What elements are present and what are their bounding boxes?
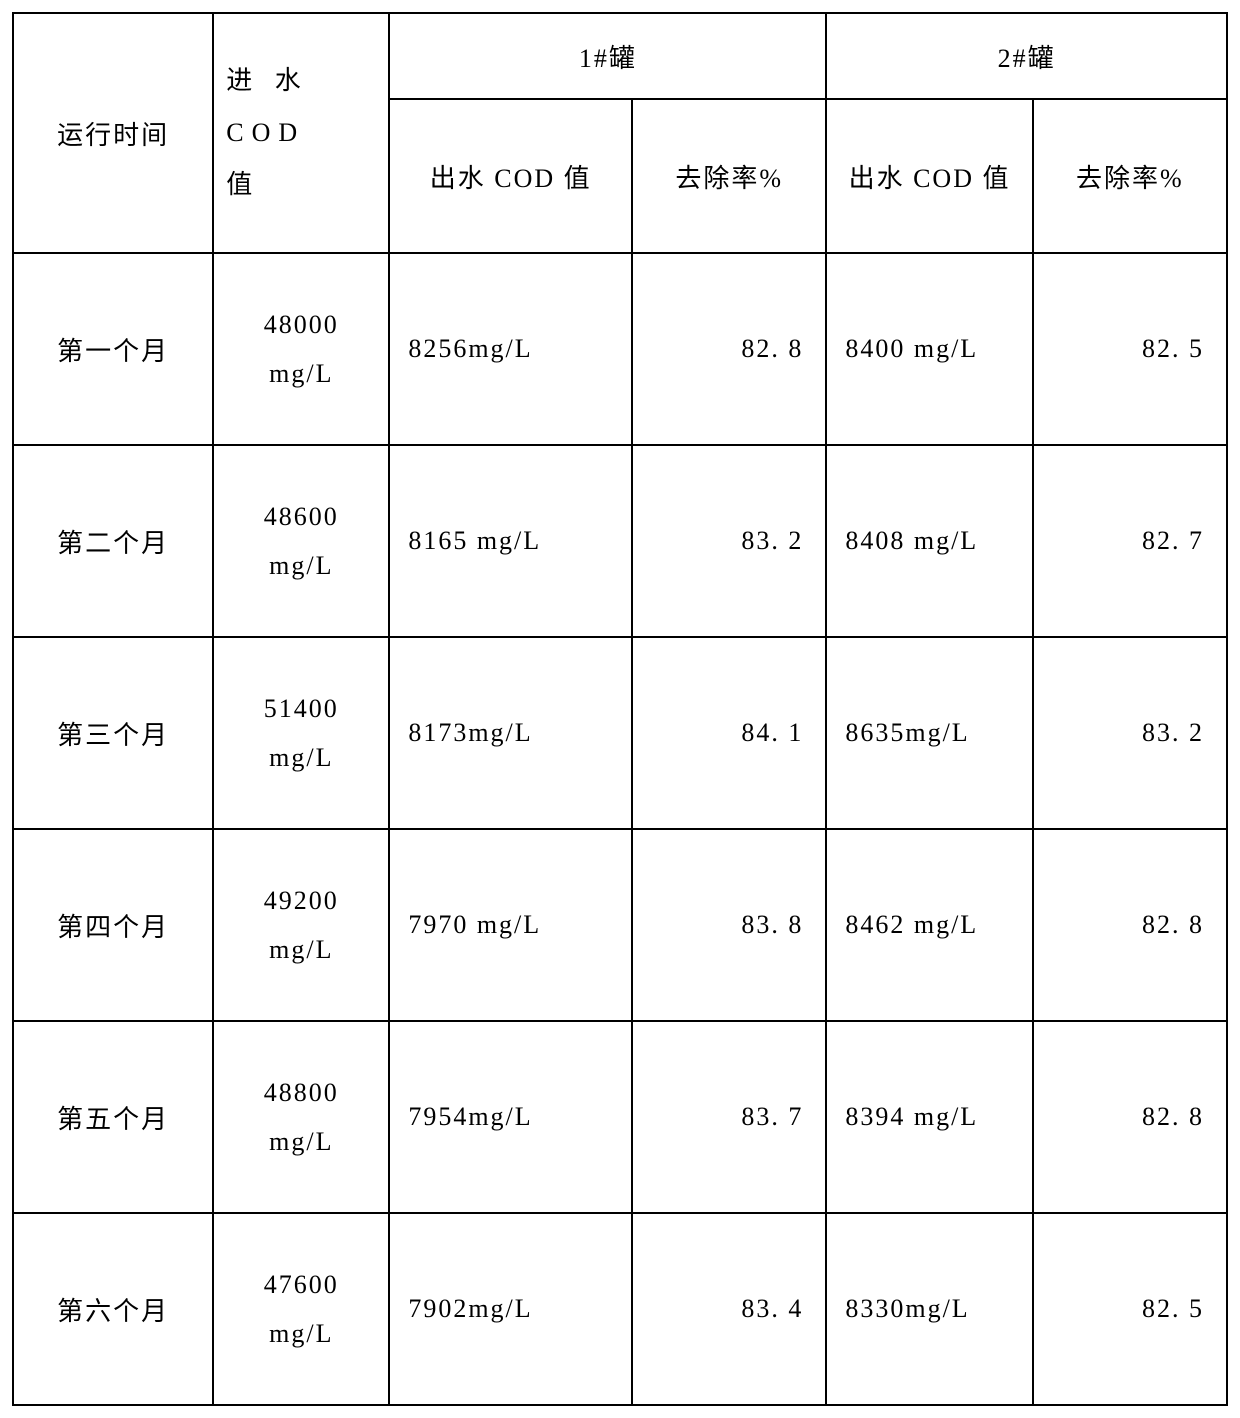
- header-tank1-rate: 去除率%: [632, 99, 826, 253]
- cell-tank1-out: 8165 mg/L: [389, 445, 632, 637]
- cod-data-table: 运行时间 进 水 COD 值 1#罐 2#罐 出水 COD 值 去除率% 出水 …: [12, 12, 1228, 1406]
- cell-inlet: 48800 mg/L: [213, 1021, 389, 1213]
- cell-tank1-out: 7970 mg/L: [389, 829, 632, 1021]
- inlet-value: 48000: [264, 310, 339, 339]
- inlet-unit: mg/L: [269, 935, 333, 964]
- cell-tank1-rate: 82. 8: [632, 253, 826, 445]
- cell-tank1-rate: 83. 2: [632, 445, 826, 637]
- cell-time: 第六个月: [13, 1213, 213, 1405]
- cell-tank2-rate: 82. 7: [1033, 445, 1227, 637]
- cell-tank2-out: 8400 mg/L: [826, 253, 1032, 445]
- cell-tank2-rate: 82. 5: [1033, 1213, 1227, 1405]
- cell-tank1-rate: 83. 8: [632, 829, 826, 1021]
- table-row: 第三个月 51400 mg/L 8173mg/L 84. 1 8635mg/L …: [13, 637, 1227, 829]
- cell-tank2-rate: 82. 5: [1033, 253, 1227, 445]
- cell-inlet: 49200 mg/L: [213, 829, 389, 1021]
- cell-time: 第五个月: [13, 1021, 213, 1213]
- inlet-value: 48800: [264, 1078, 339, 1107]
- inlet-value: 48600: [264, 502, 339, 531]
- inlet-unit: mg/L: [269, 551, 333, 580]
- cell-inlet: 48600 mg/L: [213, 445, 389, 637]
- inlet-value: 47600: [264, 1270, 339, 1299]
- cell-tank2-out: 8394 mg/L: [826, 1021, 1032, 1213]
- inlet-unit: mg/L: [269, 1127, 333, 1156]
- inlet-unit: mg/L: [269, 1319, 333, 1348]
- table-row: 第二个月 48600 mg/L 8165 mg/L 83. 2 8408 mg/…: [13, 445, 1227, 637]
- header-tank2-outlet: 出水 COD 值: [826, 99, 1032, 253]
- cell-tank1-out: 7954mg/L: [389, 1021, 632, 1213]
- cell-time: 第三个月: [13, 637, 213, 829]
- table-body: 第一个月 48000 mg/L 8256mg/L 82. 8 8400 mg/L…: [13, 253, 1227, 1405]
- table-row: 第一个月 48000 mg/L 8256mg/L 82. 8 8400 mg/L…: [13, 253, 1227, 445]
- header-inlet-line2: 值: [226, 170, 254, 199]
- header-tank1-outlet: 出水 COD 值: [389, 99, 632, 253]
- cell-tank1-out: 8173mg/L: [389, 637, 632, 829]
- table-row: 第五个月 48800 mg/L 7954mg/L 83. 7 8394 mg/L…: [13, 1021, 1227, 1213]
- cell-tank1-out: 7902mg/L: [389, 1213, 632, 1405]
- header-tank1-group: 1#罐: [389, 13, 826, 99]
- cell-tank1-rate: 83. 7: [632, 1021, 826, 1213]
- cell-time: 第二个月: [13, 445, 213, 637]
- cell-tank2-out: 8408 mg/L: [826, 445, 1032, 637]
- inlet-value: 51400: [264, 694, 339, 723]
- header-time: 运行时间: [13, 13, 213, 253]
- cell-inlet: 47600 mg/L: [213, 1213, 389, 1405]
- inlet-unit: mg/L: [269, 743, 333, 772]
- cell-tank2-out: 8635mg/L: [826, 637, 1032, 829]
- cell-tank2-rate: 83. 2: [1033, 637, 1227, 829]
- cell-time: 第四个月: [13, 829, 213, 1021]
- cell-time: 第一个月: [13, 253, 213, 445]
- cell-tank2-rate: 82. 8: [1033, 1021, 1227, 1213]
- cell-tank2-out: 8330mg/L: [826, 1213, 1032, 1405]
- cell-tank1-rate: 83. 4: [632, 1213, 826, 1405]
- inlet-unit: mg/L: [269, 359, 333, 388]
- header-tank2-group: 2#罐: [826, 13, 1227, 99]
- header-inlet-cod: 进 水 COD 值: [213, 13, 389, 253]
- inlet-value: 49200: [264, 886, 339, 915]
- header-tank2-rate: 去除率%: [1033, 99, 1227, 253]
- cell-tank2-out: 8462 mg/L: [826, 829, 1032, 1021]
- table-row: 第四个月 49200 mg/L 7970 mg/L 83. 8 8462 mg/…: [13, 829, 1227, 1021]
- cell-tank1-rate: 84. 1: [632, 637, 826, 829]
- cell-inlet: 48000 mg/L: [213, 253, 389, 445]
- cell-tank1-out: 8256mg/L: [389, 253, 632, 445]
- header-inlet-line1: 进 水 COD: [226, 66, 309, 147]
- cell-tank2-rate: 82. 8: [1033, 829, 1227, 1021]
- table-row: 第六个月 47600 mg/L 7902mg/L 83. 4 8330mg/L …: [13, 1213, 1227, 1405]
- cell-inlet: 51400 mg/L: [213, 637, 389, 829]
